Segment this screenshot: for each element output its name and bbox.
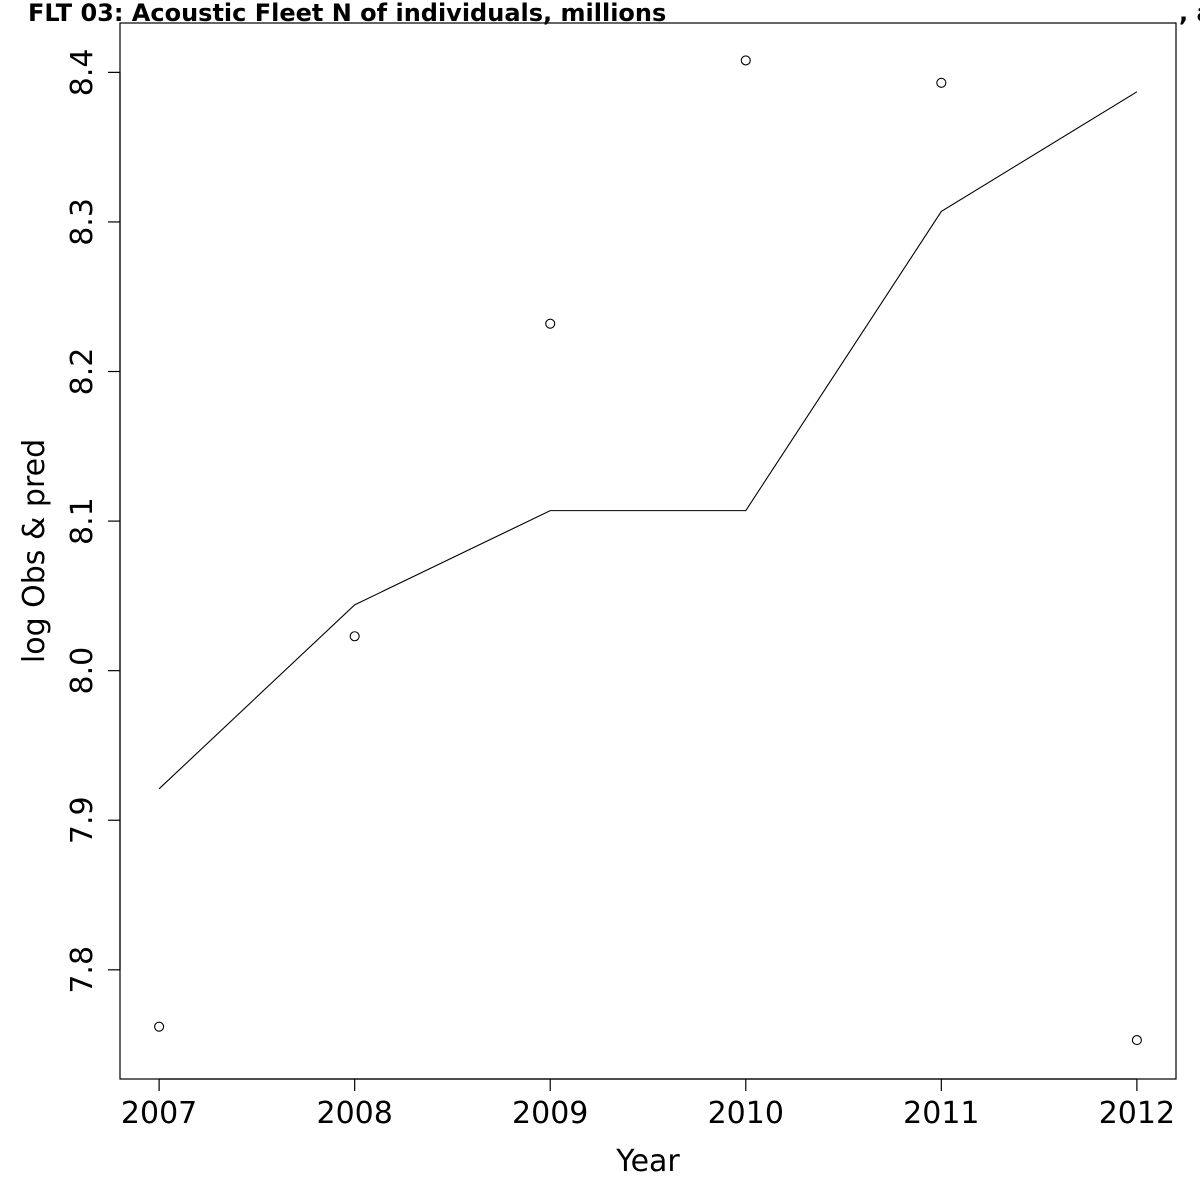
x-tick-label: 2011	[903, 1096, 979, 1131]
x-axis: 2007 2008 2009 2010 2011 2012	[121, 1078, 1175, 1131]
y-tick-label: 7.8	[65, 946, 100, 994]
observed-point	[740, 55, 751, 66]
y-tick-label: 8.0	[65, 647, 100, 695]
predicted-line	[158, 91, 1138, 790]
x-tick-label: 2012	[1099, 1096, 1175, 1131]
y-tick-label: 7.9	[65, 796, 100, 844]
y-tick-label: 8.2	[65, 348, 100, 396]
observed-point	[1131, 1035, 1142, 1046]
x-tick-label: 2010	[708, 1096, 784, 1131]
x-tick-label: 2008	[316, 1096, 392, 1131]
x-tick-label: 2009	[512, 1096, 588, 1131]
y-axis: 7.8 7.9 8.0 8.1 8.2 8.3 8.4	[65, 49, 121, 994]
observed-point	[545, 318, 556, 329]
x-tick-label: 2007	[121, 1096, 197, 1131]
chart-title-suffix: , a	[1179, 0, 1200, 27]
observed-point	[154, 1021, 165, 1032]
y-tick-label: 8.3	[65, 198, 100, 246]
x-axis-label: Year	[615, 1144, 680, 1179]
y-tick-label: 8.4	[65, 49, 100, 97]
y-axis-label: log Obs & pred	[17, 439, 52, 663]
observed-point	[936, 77, 947, 88]
series-layer	[154, 55, 1142, 1046]
y-tick-label: 8.1	[65, 497, 100, 545]
observed-point	[349, 631, 360, 642]
plot-frame	[119, 22, 1177, 1080]
